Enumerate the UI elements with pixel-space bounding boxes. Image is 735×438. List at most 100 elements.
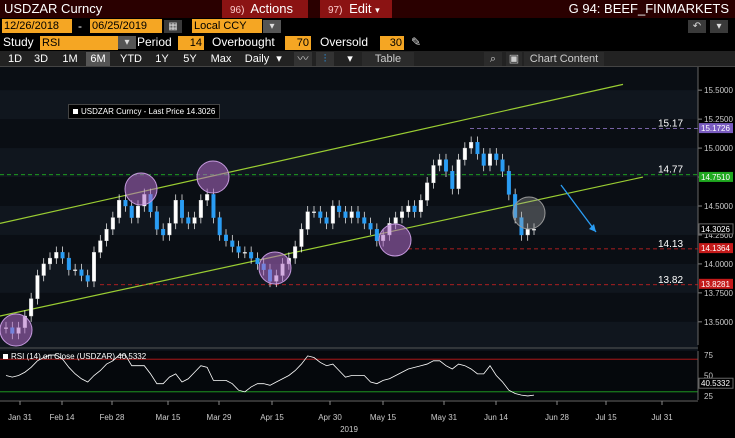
chevron-down-icon[interactable]: ▾ [263, 20, 281, 33]
legend-text: USDZAR Curncy - Last Price 14.3026 [81, 107, 216, 116]
level-label: 14.77 [658, 165, 683, 176]
candle-body [198, 200, 203, 218]
price-band [0, 263, 698, 293]
candle-chart-icon[interactable]: ⫶ [316, 52, 334, 66]
table-button[interactable]: Table [362, 52, 414, 66]
candle-body [154, 211, 159, 230]
chart-legend: USDZAR Curncy - Last Price 14.3026 [68, 104, 221, 119]
calendar-icon[interactable]: ▦ [164, 20, 182, 33]
tab-6m[interactable]: 6M [86, 52, 110, 66]
candle-body [349, 211, 354, 218]
candle-body [173, 200, 178, 224]
candle-body [305, 211, 310, 230]
oversold-field[interactable]: 30 [380, 36, 404, 50]
tab-1d[interactable]: 1D [7, 53, 23, 65]
currency-field[interactable]: Local CCY [192, 19, 262, 33]
y-tick-label: 15.2500 [704, 115, 733, 124]
candle-body [418, 200, 423, 212]
candle-body [205, 194, 210, 201]
tab-5y[interactable]: 5Y [183, 53, 197, 65]
date-range-bar: 12/26/2018 - 06/25/2019 ▦ Local CCY ▾ ↶ … [0, 18, 735, 35]
price-tag-label: 14.7510 [701, 173, 730, 182]
actions-menu-number: 96) [230, 5, 245, 16]
edit-menu[interactable]: 97) Edit ▾ [320, 0, 392, 18]
legend-swatch [73, 109, 78, 114]
candle-body [368, 223, 373, 230]
candle-body [343, 211, 348, 218]
x-tick-label: Mar 29 [207, 413, 232, 422]
frequency-select[interactable]: Daily [244, 53, 270, 65]
candle-body [425, 182, 430, 201]
candle-body [179, 200, 184, 218]
touch-point-marker [0, 313, 33, 347]
upper-trendline [0, 83, 624, 224]
candle-body [35, 275, 40, 299]
candle-body [412, 205, 417, 212]
pencil-icon[interactable]: ✎ [411, 35, 422, 49]
y-tick-label: 15.0000 [704, 144, 733, 153]
price-tag-label: 15.1726 [701, 124, 730, 133]
back-arrow-icon[interactable]: ↶ [688, 20, 706, 33]
x-tick-label: May 31 [431, 413, 458, 422]
price-band [0, 321, 698, 351]
candle-body [66, 257, 71, 270]
candle-body [356, 211, 361, 218]
tab-ytd[interactable]: YTD [120, 53, 142, 65]
tab-1m[interactable]: 1M [62, 53, 78, 65]
chart-content-icon[interactable]: ▣ [506, 52, 522, 66]
candle-body [79, 269, 84, 276]
candle-body [73, 269, 78, 271]
line-chart-icon[interactable]: 〰 [294, 52, 312, 66]
candle-body [374, 228, 379, 241]
x-tick-label: Feb 14 [50, 413, 75, 422]
candle-body [54, 252, 59, 259]
rsi-tick-label: 50 [704, 372, 713, 381]
candle-body [362, 217, 367, 224]
overbought-field[interactable]: 70 [285, 36, 311, 50]
y-tick-label: 14.0000 [704, 260, 733, 269]
candle-body [444, 159, 449, 172]
candle-body [532, 228, 537, 231]
candle-body [475, 142, 480, 155]
chevron-down-icon[interactable]: ▾ [276, 53, 282, 65]
candle-body [223, 234, 228, 241]
candle-body [48, 257, 53, 265]
zoom-icon[interactable]: ⌕ [484, 52, 502, 66]
candle-body [242, 252, 247, 254]
chevron-down-icon[interactable]: ▾ [347, 53, 353, 65]
price-tag [699, 278, 733, 289]
price-tag [699, 171, 733, 182]
chart-content-button[interactable]: Chart Content [524, 52, 604, 66]
candle-body [437, 159, 442, 166]
candle-body [500, 159, 505, 172]
candle-body [85, 275, 90, 282]
edit-menu-label: Edit [349, 1, 372, 16]
y-tick-label: 15.5000 [704, 86, 733, 95]
candle-body [513, 194, 518, 218]
y-tick-label: 13.5000 [704, 318, 733, 327]
candle-body [161, 228, 166, 236]
price-chart[interactable]: 15.500015.250015.000014.750014.500014.25… [0, 67, 735, 438]
candle-body [129, 205, 134, 218]
candle-body [110, 217, 115, 230]
settings-dropdown-icon[interactable]: ▾ [710, 20, 728, 33]
chevron-down-icon[interactable]: ▾ [118, 36, 136, 49]
actions-menu[interactable]: 96) Actions ▾ [222, 0, 308, 30]
x-tick-label: Jun 28 [545, 413, 570, 422]
study-field[interactable]: RSI [40, 36, 118, 50]
x-tick-label: Jun 14 [484, 413, 509, 422]
price-tag [699, 243, 733, 254]
candle-body [431, 165, 436, 184]
tab-1y[interactable]: 1Y [155, 53, 169, 65]
end-date-field[interactable]: 06/25/2019 [90, 19, 162, 33]
price-tag [699, 123, 733, 134]
candle-body [41, 263, 46, 276]
candle-body [469, 142, 474, 149]
price-tag-label: 14.3026 [701, 225, 730, 234]
tab-3d[interactable]: 3D [33, 53, 49, 65]
tab-max[interactable]: Max [210, 53, 232, 65]
period-field[interactable]: 14 [178, 36, 204, 50]
start-date-field[interactable]: 12/26/2018 [2, 19, 72, 33]
candle-body [330, 205, 335, 224]
arrow-head-icon [589, 224, 596, 232]
